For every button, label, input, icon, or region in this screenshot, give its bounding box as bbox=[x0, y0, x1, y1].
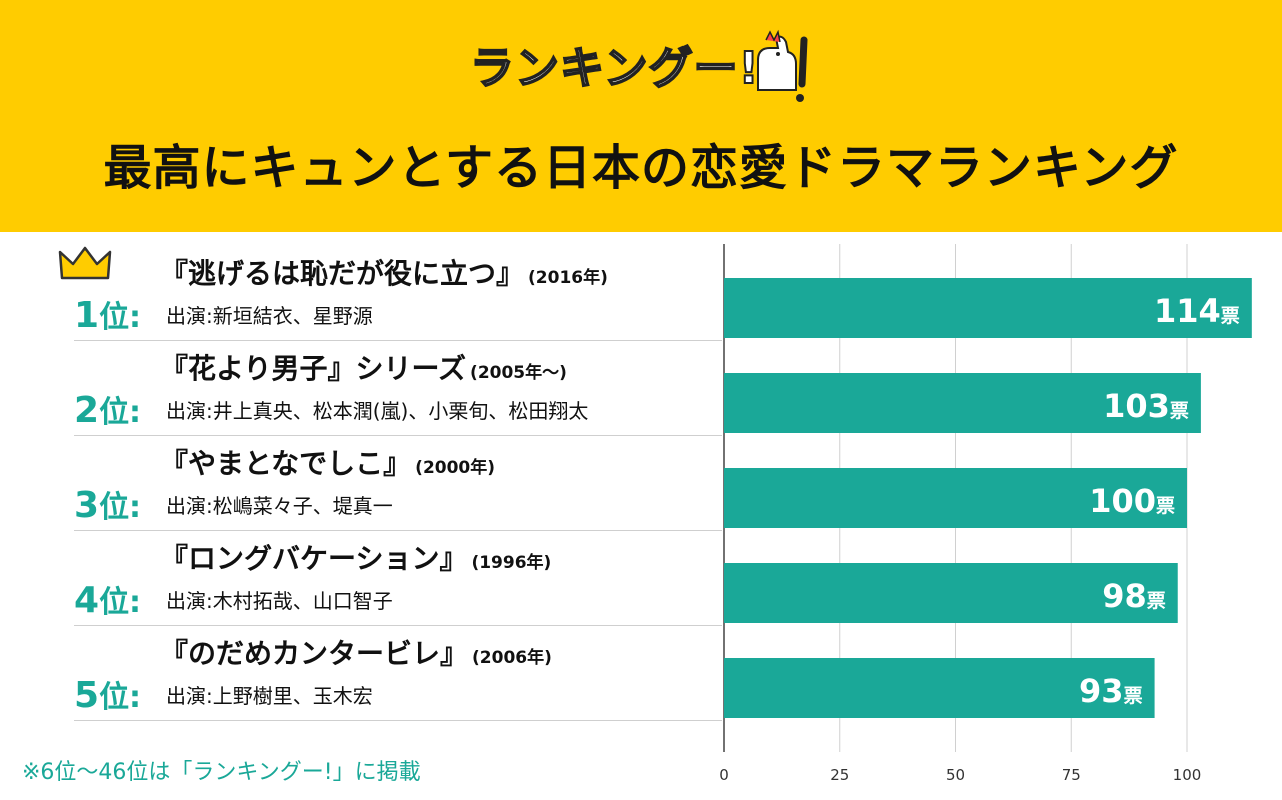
bar-2 bbox=[724, 373, 1201, 433]
drama-title: 『ロングバケーション』 (1996年) bbox=[160, 542, 552, 575]
crown-icon bbox=[58, 246, 112, 280]
drama-title: 『やまとなでしこ』 (2000年) bbox=[160, 447, 496, 480]
drama-title: 『のだめカンタービレ』 (2006年) bbox=[160, 637, 552, 670]
drama-title: 『花より男子』シリーズ (2005年〜) bbox=[160, 352, 567, 385]
footnote: ※6位〜46位は「ランキングー!」に掲載 bbox=[22, 760, 421, 785]
x-tick-label: 0 bbox=[719, 766, 729, 784]
rank-label: 2位: bbox=[74, 390, 142, 431]
drama-cast: 出演:松嶋菜々子、堤真一 bbox=[166, 494, 393, 518]
logo-text: ランキングー! bbox=[469, 42, 760, 95]
rank-label: 3位: bbox=[74, 485, 142, 526]
ranking-row-2: 2位: 『花より男子』シリーズ (2005年〜) 出演:井上真央、松本潤(嵐)、小… bbox=[74, 343, 722, 436]
x-tick-label: 75 bbox=[1062, 766, 1081, 784]
x-tick-label: 50 bbox=[946, 766, 965, 784]
drama-cast: 出演:上野樹里、玉木宏 bbox=[166, 684, 373, 708]
rank-label: 4位: bbox=[74, 580, 142, 621]
data-label: 114票 bbox=[1154, 292, 1240, 330]
ranking-row-1: 1位: 『逃げるは恥だが役に立つ』 (2016年) 出演:新垣結衣、星野源 bbox=[74, 248, 722, 341]
ranking-row-3: 3位: 『やまとなでしこ』 (2000年) 出演:松嶋菜々子、堤真一 bbox=[74, 438, 722, 531]
page-title: 最高にキュンとする日本の恋愛ドラマランキング bbox=[103, 140, 1179, 196]
ranking-row-4: 4位: 『ロングバケーション』 (1996年) 出演:木村拓哉、山口智子 bbox=[74, 533, 722, 626]
ranking-row-5: 5位: 『のだめカンタービレ』 (2006年) 出演:上野樹里、玉木宏 bbox=[74, 628, 722, 721]
data-label: 103票 bbox=[1103, 387, 1189, 425]
rank-label: 1位: bbox=[74, 295, 142, 336]
bar-1 bbox=[724, 278, 1252, 338]
data-label: 100票 bbox=[1089, 482, 1175, 520]
chicken-thumbs-up-icon bbox=[757, 29, 808, 102]
header-banner: ランキングー! 最高にキュンとする日本の恋愛ドラマランキング bbox=[0, 0, 1282, 232]
bar-3 bbox=[724, 468, 1187, 528]
rank-label: 5位: bbox=[74, 675, 142, 716]
drama-cast: 出演:新垣結衣、星野源 bbox=[166, 304, 373, 328]
bar-5 bbox=[724, 658, 1155, 718]
x-tick-label: 25 bbox=[830, 766, 849, 784]
bar-4 bbox=[724, 563, 1178, 623]
x-tick-label: 100 bbox=[1173, 766, 1202, 784]
vote-bar-chart: 0 25 50 75 100 114票 103票 100票 98票 93票 bbox=[719, 244, 1252, 784]
drama-title: 『逃げるは恥だが役に立つ』 (2016年) bbox=[160, 257, 608, 290]
drama-cast: 出演:木村拓哉、山口智子 bbox=[166, 589, 393, 613]
data-label: 98票 bbox=[1102, 577, 1166, 615]
drama-cast: 出演:井上真央、松本潤(嵐)、小栗旬、松田翔太 bbox=[166, 399, 589, 423]
ranking-goo-logo: ランキングー! bbox=[469, 22, 830, 106]
data-label: 93票 bbox=[1079, 672, 1143, 710]
